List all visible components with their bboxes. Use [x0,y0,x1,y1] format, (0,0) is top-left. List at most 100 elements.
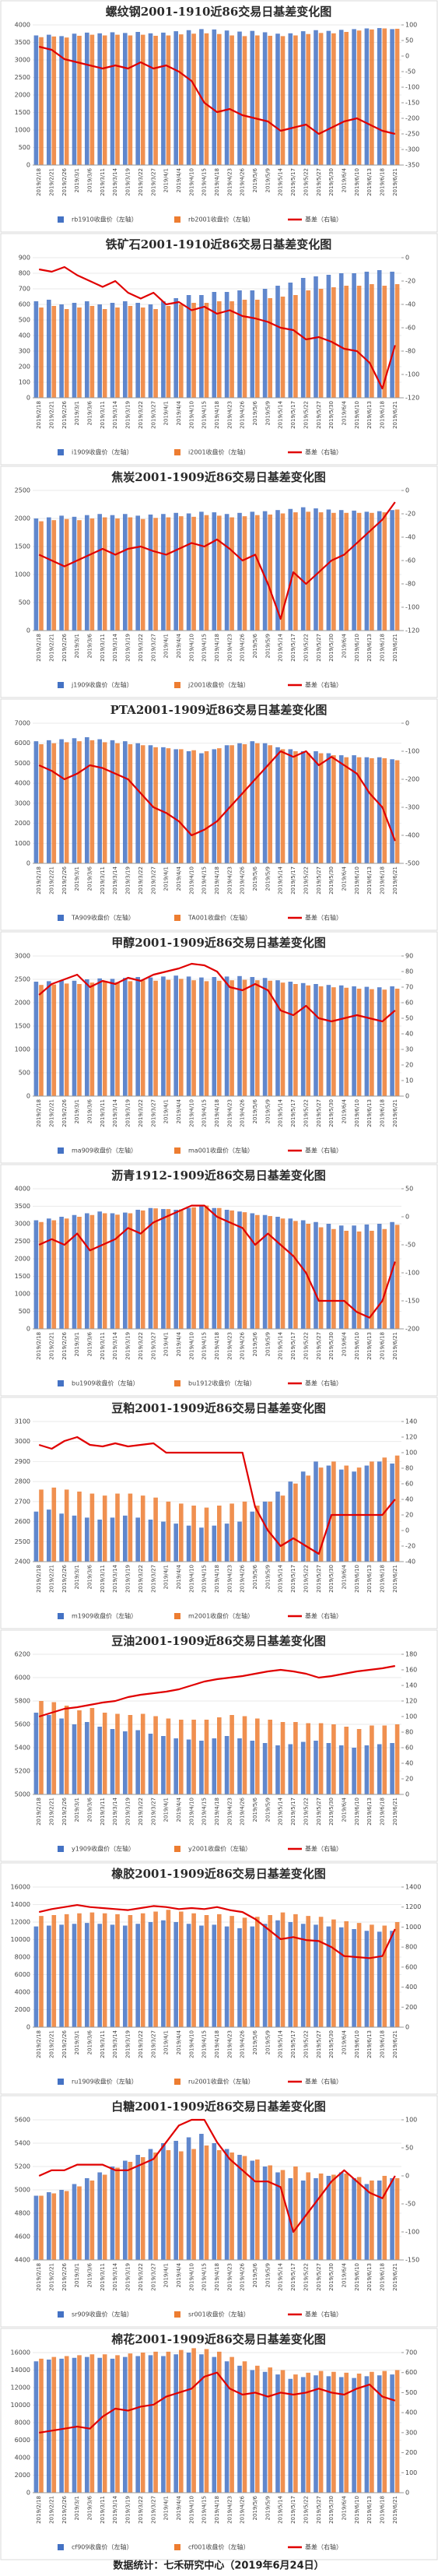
bar [102,517,107,631]
bar [97,1727,102,1794]
x-tick-label: 2019/2/26 [61,2030,68,2058]
x-tick-label: 2019/3/11 [100,2496,106,2524]
bar [85,32,89,166]
bar [89,1708,95,1794]
y-tick-label: 10000 [11,2402,30,2409]
bar [135,743,140,863]
bar [255,1917,260,2027]
bar [128,1493,133,1562]
y2-tick-label: -100 [405,748,419,755]
x-tick-label: 2019/2/21 [49,866,55,894]
x-tick-label: 2019/6/13 [366,1332,373,1360]
x-tick-label: 2019/3/14 [112,400,118,428]
x-tick-label: 2019/4/23 [226,2263,233,2291]
y-tick-label: 0 [26,1326,30,1333]
bar [326,753,331,863]
x-tick-label: 2019/3/22 [138,2496,144,2524]
bar [268,2165,272,2260]
bar [262,1743,268,1794]
bar [394,509,400,631]
bar [390,1931,394,2027]
x-tick-label: 2019/3/1 [74,168,80,192]
x-tick-label: 2019/5/14 [278,1331,284,1359]
legend-swatch [58,1380,64,1386]
bar [237,290,242,398]
bar [77,1217,82,1329]
bar [64,518,69,631]
bar [179,2349,184,2493]
x-tick-label: 2019/3/6 [87,2262,93,2287]
bar [204,515,209,631]
bar [179,1911,184,2027]
x-tick-label: 2019/6/18 [379,634,385,662]
bar [224,745,230,863]
x-tick-label: 2019/3/22 [138,1099,144,1127]
x-tick-label: 2019/6/13 [366,1099,373,1127]
bar [204,1507,209,1562]
bar [288,1744,293,1794]
bar [33,518,39,631]
bar [255,35,260,165]
bar [338,1225,344,1329]
x-tick-label: 2019/5/22 [303,2263,309,2291]
y2-tick-label: -50 [405,1242,415,1249]
x-tick-label: 2019/5/6 [252,1331,258,1356]
bar [64,742,69,863]
bar [338,985,344,1096]
bar [364,272,370,398]
bar [338,1927,344,2027]
bar [318,33,324,165]
bar [326,1926,331,2027]
bar [115,34,120,165]
x-tick-label: 2019/3/11 [100,1565,106,1593]
bar [326,1465,331,1562]
bar [255,300,260,398]
bar [72,738,77,863]
bar [123,2160,128,2260]
bar [191,2348,196,2493]
bar [390,2374,394,2493]
y-tick-label: 12000 [11,1919,30,1926]
x-tick-label: 2019/5/17 [290,401,296,429]
x-tick-label: 2019/3/19 [125,1099,131,1127]
legend-swatch [58,1147,64,1154]
x-tick-label: 2019/5/9 [265,1099,271,1123]
x-tick-label: 2019/2/21 [49,2263,55,2291]
y-tick-label: 0 [26,860,30,867]
bar [102,35,107,165]
x-tick-label: 2019/4/10 [188,1565,194,1593]
bar [97,304,102,398]
bar [135,1210,140,1329]
bar [204,303,209,398]
x-tick-label: 2019/5/17 [290,168,296,196]
y2-tick-label: 1000 [405,1924,421,1931]
bar [356,286,362,398]
y2-tick-label: 20 [405,1776,413,1783]
x-tick-label: 2019/2/21 [49,168,55,196]
y-tick-label: 3000 [15,57,30,64]
bar [39,37,44,165]
bar [204,1915,209,2027]
bar [153,2153,158,2260]
y2-tick-label: -20 [405,278,415,285]
legend-swatch [174,682,180,688]
legend-swatch [174,449,180,455]
bar [242,2156,247,2260]
bar [72,2184,77,2260]
y2-tick-label: -200 [405,115,419,122]
bar [85,1722,89,1794]
bar [115,982,120,1096]
x-tick-label: 2019/4/26 [240,400,246,428]
bar [250,1213,255,1329]
x-tick-label: 2019/3/6 [87,167,93,192]
bar [47,517,51,631]
y2-tick-label: 180 [405,1651,417,1658]
bar [72,2357,77,2493]
bar [191,1913,196,2027]
y-tick-label: 2700 [15,1498,30,1505]
legend-swatch [174,2311,180,2318]
bar [179,34,184,166]
bar [33,2195,39,2260]
x-tick-label: 2019/5/27 [316,866,322,894]
y2-tick-label: 0 [405,53,409,60]
